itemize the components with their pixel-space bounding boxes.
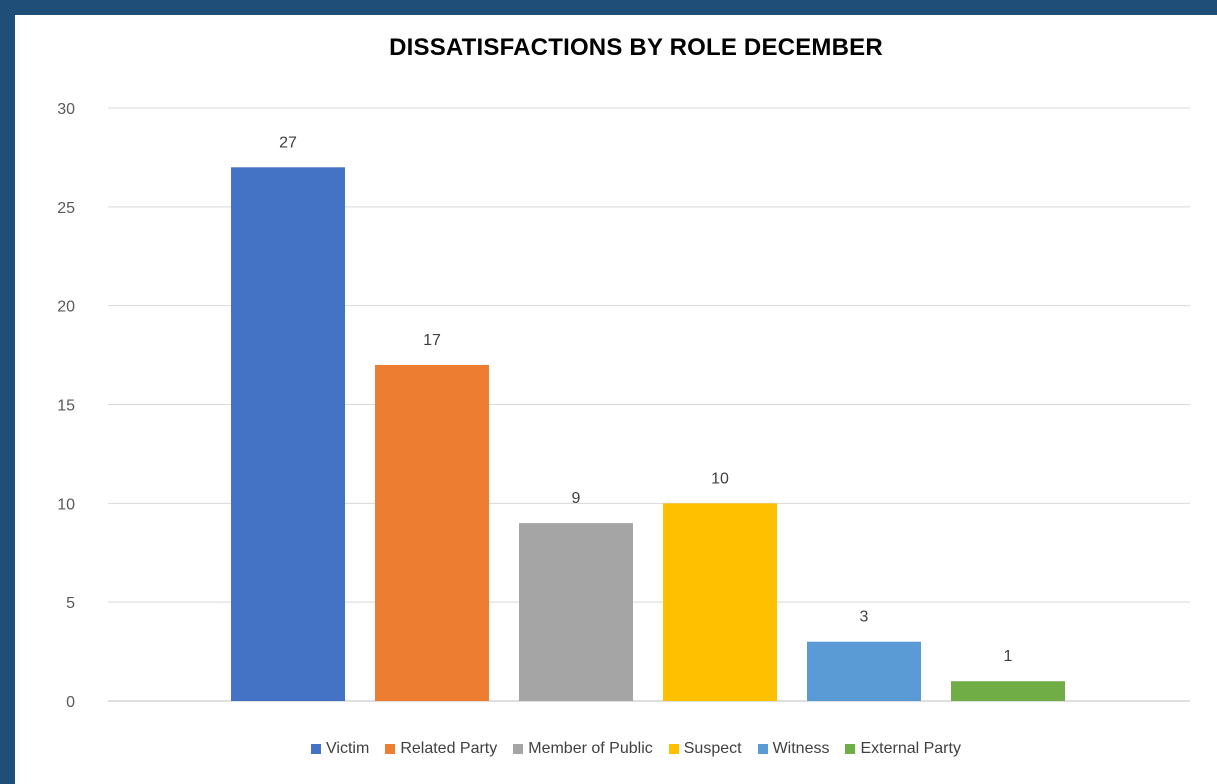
data-label: 9 xyxy=(572,490,581,507)
y-tick-label: 25 xyxy=(57,200,75,217)
legend-label: Member of Public xyxy=(528,740,653,757)
bar-victim xyxy=(231,167,345,702)
legend-item: Victim xyxy=(311,740,369,758)
data-label: 17 xyxy=(423,332,441,349)
bar-related-party xyxy=(375,364,489,701)
bar-suspect xyxy=(663,503,777,701)
legend-item: Related Party xyxy=(385,740,497,758)
bar-witness xyxy=(807,641,921,701)
y-tick-label: 15 xyxy=(57,398,75,415)
bar-external-party xyxy=(951,681,1065,701)
chart-title: DISSATISFACTIONS BY ROLE DECEMBER xyxy=(389,34,883,61)
legend-swatch xyxy=(513,744,524,754)
legend: Victim Related Party Member of Public Suspe… xyxy=(0,740,1217,758)
data-label: 10 xyxy=(711,470,729,487)
legend-item: Witness xyxy=(757,740,830,758)
y-tick-label: 0 xyxy=(66,694,75,711)
y-tick-label: 30 xyxy=(57,101,75,118)
legend-swatch xyxy=(311,744,322,754)
data-label: 27 xyxy=(279,134,297,151)
legend-swatch xyxy=(757,744,768,754)
data-label: 3 xyxy=(860,609,869,626)
legend-item: Member of Public xyxy=(513,740,653,758)
legend-label: Related Party xyxy=(400,740,498,757)
bar-member-of-public xyxy=(519,523,633,701)
legend-label: Suspect xyxy=(683,740,742,757)
legend-swatch xyxy=(668,744,679,754)
legend-swatch xyxy=(385,744,396,754)
legend-label: Witness xyxy=(772,740,830,757)
legend-swatch xyxy=(845,744,856,754)
legend-item: External Party xyxy=(845,740,961,758)
legend-item: Suspect xyxy=(668,740,742,758)
y-tick-label: 20 xyxy=(57,299,75,316)
legend-label: Victim xyxy=(326,740,370,757)
data-label: 1 xyxy=(1004,648,1013,665)
legend-label: External Party xyxy=(860,740,961,757)
y-tick-label: 5 xyxy=(66,595,75,612)
y-tick-label: 10 xyxy=(57,496,75,513)
